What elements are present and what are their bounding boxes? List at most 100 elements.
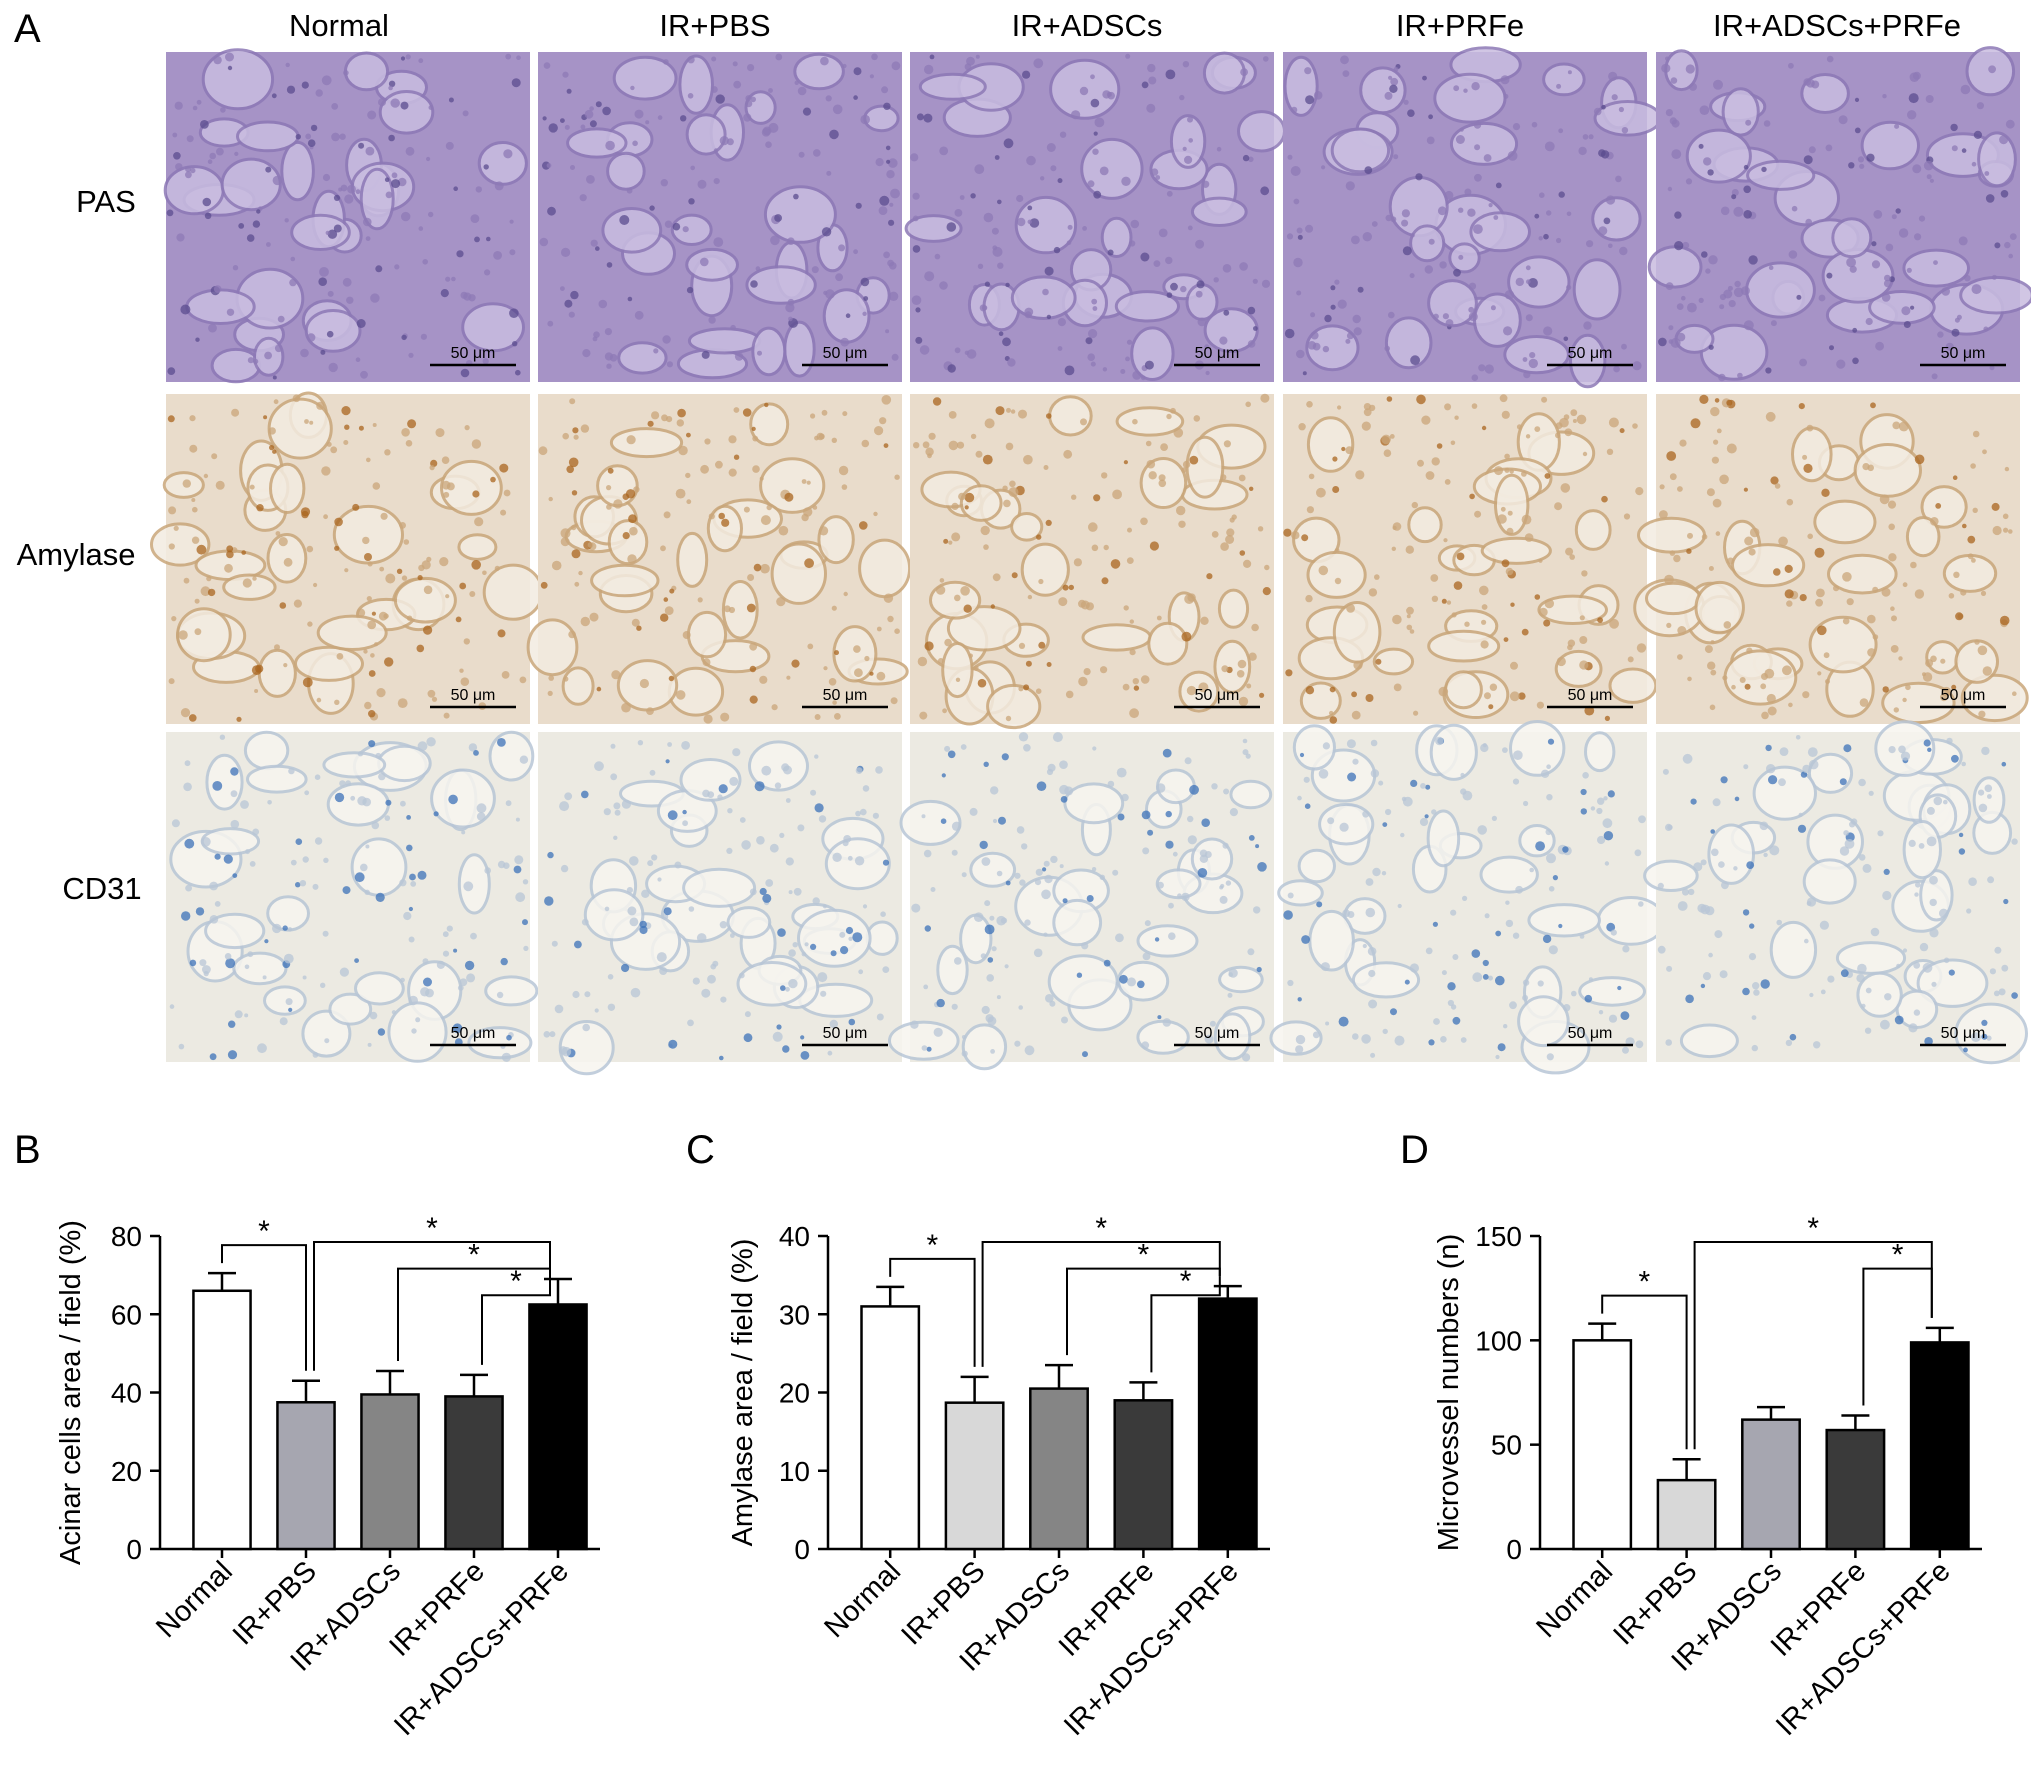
cell-nucleus xyxy=(1007,358,1016,367)
cell-nucleus xyxy=(1365,878,1374,886)
cell-nucleus xyxy=(475,186,482,193)
cell-nucleus xyxy=(1442,313,1449,320)
cell-nucleus xyxy=(346,296,354,304)
cell-nucleus xyxy=(1743,210,1752,219)
cell-nucleus xyxy=(704,438,711,445)
cell-nucleus xyxy=(862,904,868,909)
cell-nucleus xyxy=(1954,317,1960,323)
acinar-structure xyxy=(1647,245,1703,289)
cell-nucleus xyxy=(778,525,789,536)
cell-nucleus xyxy=(1248,156,1254,163)
cell-nucleus xyxy=(463,881,474,892)
cell-nucleus xyxy=(1555,432,1561,439)
cell-nucleus xyxy=(1082,226,1087,231)
cell-nucleus xyxy=(224,563,233,573)
cell-nucleus xyxy=(1743,164,1749,170)
cell-nucleus xyxy=(1332,486,1340,493)
acinar-structure xyxy=(685,247,739,282)
acinar-structure xyxy=(1827,553,1898,595)
cell-nucleus xyxy=(1707,661,1716,670)
cell-nucleus xyxy=(1802,764,1811,774)
cell-nucleus xyxy=(992,573,1001,582)
cell-nucleus xyxy=(973,912,984,922)
cell-nucleus xyxy=(973,665,979,671)
cell-nucleus xyxy=(464,960,475,971)
cell-nucleus xyxy=(1242,738,1248,744)
panel-letter-d: D xyxy=(1400,1128,1429,1172)
cell-nucleus xyxy=(1401,219,1409,227)
cell-nucleus xyxy=(302,975,307,980)
cell-nucleus xyxy=(1334,279,1340,285)
cell-nucleus xyxy=(987,957,994,963)
cell-nucleus xyxy=(1723,621,1732,629)
cell-nucleus xyxy=(1410,779,1418,788)
cell-nucleus xyxy=(619,215,630,225)
cell-nucleus xyxy=(459,668,464,673)
acinar-structure xyxy=(328,992,373,1026)
cell-nucleus xyxy=(1435,736,1444,746)
cell-nucleus xyxy=(1251,623,1259,632)
cell-nucleus xyxy=(539,237,549,247)
cell-nucleus xyxy=(834,650,839,656)
cell-nucleus xyxy=(547,690,553,697)
cell-nucleus xyxy=(1981,746,1990,756)
cell-nucleus xyxy=(1495,1054,1500,1060)
cell-nucleus xyxy=(1049,1000,1056,1007)
cell-nucleus xyxy=(1142,847,1150,855)
cell-nucleus xyxy=(1914,454,1925,465)
y-tick-label: 150 xyxy=(1475,1221,1522,1252)
cell-nucleus xyxy=(1764,668,1775,679)
cell-nucleus xyxy=(422,958,429,965)
cell-nucleus xyxy=(1038,641,1046,649)
cell-nucleus xyxy=(1657,882,1664,890)
acinar-structure xyxy=(1229,779,1273,810)
cell-nucleus xyxy=(1826,55,1834,63)
cell-nucleus xyxy=(184,760,191,767)
acinar-structure xyxy=(163,165,225,216)
cell-nucleus xyxy=(1961,761,1966,767)
cell-nucleus xyxy=(189,444,198,453)
cell-nucleus xyxy=(1310,312,1316,318)
bar-ir-pbs xyxy=(944,1401,1005,1551)
cell-nucleus xyxy=(1011,572,1018,579)
cell-nucleus xyxy=(1257,526,1264,532)
cell-nucleus xyxy=(657,115,663,120)
cell-nucleus xyxy=(1090,74,1095,80)
cell-nucleus xyxy=(435,428,445,438)
cell-nucleus xyxy=(1067,224,1073,230)
cell-nucleus xyxy=(1805,218,1812,226)
cell-nucleus xyxy=(1984,784,1993,793)
cell-nucleus xyxy=(1346,739,1356,749)
cell-nucleus xyxy=(981,857,991,866)
cell-nucleus xyxy=(1685,64,1695,74)
cell-nucleus xyxy=(1123,460,1128,465)
cell-nucleus xyxy=(252,220,261,228)
cell-nucleus xyxy=(1219,336,1228,345)
cell-nucleus xyxy=(1036,781,1047,791)
cell-nucleus xyxy=(1910,561,1917,569)
cell-nucleus xyxy=(1885,243,1894,252)
cell-nucleus xyxy=(1248,652,1257,661)
cell-nucleus xyxy=(559,801,570,812)
cell-nucleus xyxy=(1101,472,1108,479)
cell-nucleus xyxy=(1491,815,1497,822)
cell-nucleus xyxy=(923,849,932,858)
cell-nucleus xyxy=(400,101,409,110)
cell-nucleus xyxy=(1043,932,1048,937)
cell-nucleus xyxy=(1388,311,1395,319)
cell-nucleus xyxy=(838,465,849,476)
acinar-structure xyxy=(726,906,772,939)
acinar-structure xyxy=(257,648,297,698)
cell-nucleus xyxy=(1579,636,1588,644)
cell-nucleus xyxy=(285,998,293,1006)
cell-nucleus xyxy=(986,974,994,982)
cell-nucleus xyxy=(453,186,459,191)
cell-nucleus xyxy=(472,490,480,498)
cell-nucleus xyxy=(252,576,257,581)
cell-nucleus xyxy=(1971,284,1982,295)
cell-nucleus xyxy=(1981,1019,1988,1026)
cell-nucleus xyxy=(1473,224,1483,235)
cell-nucleus xyxy=(1512,123,1521,131)
cell-nucleus xyxy=(215,480,225,490)
cell-nucleus xyxy=(1923,160,1934,171)
